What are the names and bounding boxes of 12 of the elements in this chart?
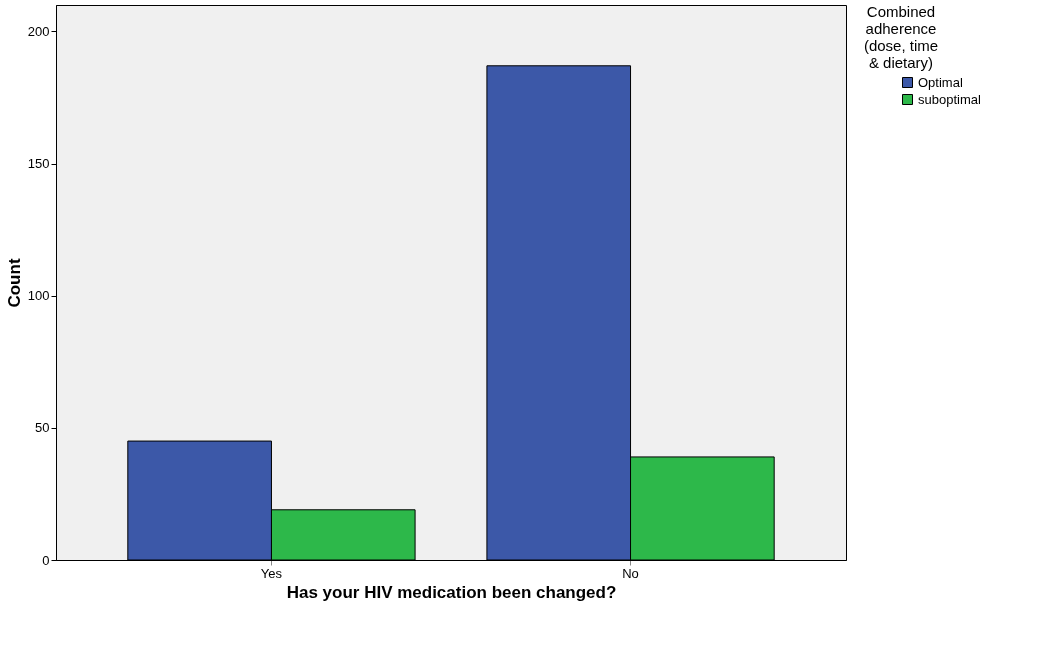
x-tick-label: No	[622, 565, 639, 581]
legend-label: suboptimal	[918, 91, 981, 107]
y-tick-label: 150	[27, 156, 50, 172]
y-axis-title: Count	[4, 258, 24, 308]
legend-label: Optimal	[918, 74, 963, 90]
y-tick-label: 100	[27, 288, 50, 304]
y-tick-label: 0	[42, 552, 50, 568]
x-tick-label: Yes	[260, 565, 283, 581]
x-axis-title: Has your HIV medication been changed?	[286, 582, 617, 602]
y-tick-label: 50	[35, 420, 50, 436]
legend-title: Combined adherence (dose, time & dietary)	[863, 3, 939, 71]
y-tick-label: 200	[27, 23, 50, 39]
